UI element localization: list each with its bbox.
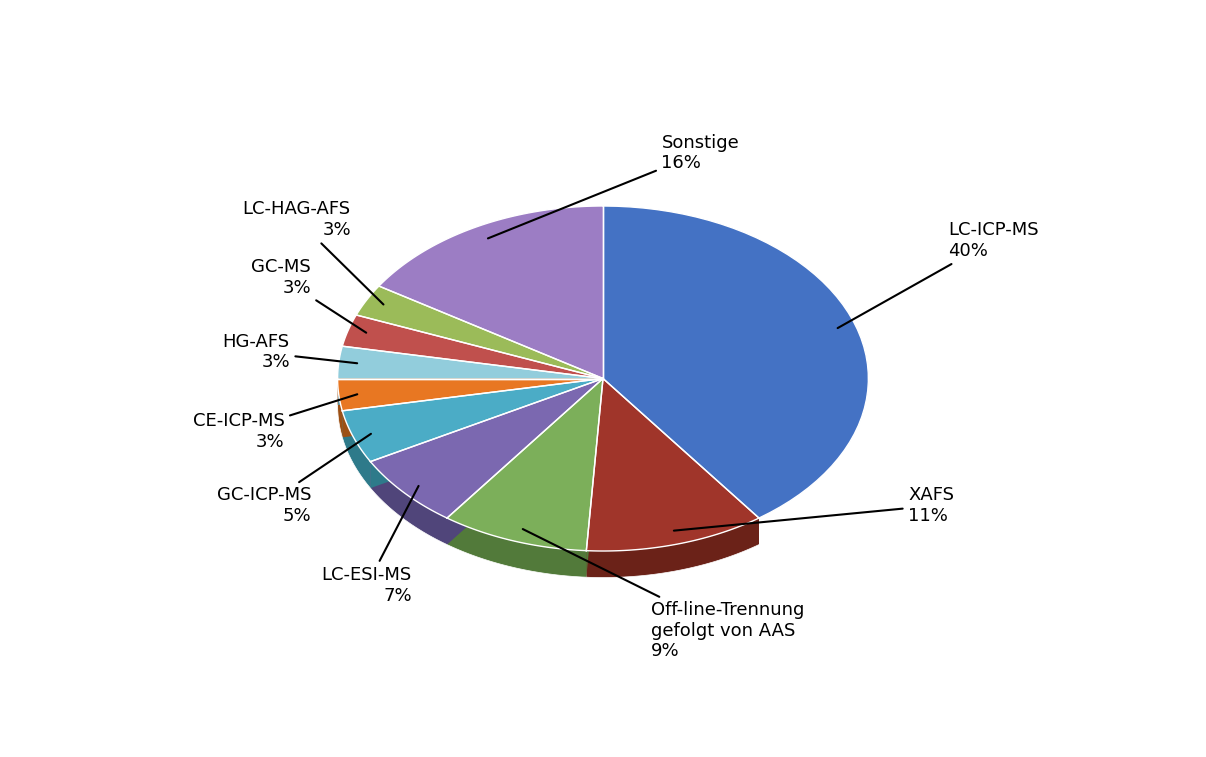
Text: XAFS
11%: XAFS 11% bbox=[674, 487, 954, 531]
Polygon shape bbox=[447, 518, 586, 577]
Polygon shape bbox=[603, 206, 868, 518]
Polygon shape bbox=[338, 378, 603, 405]
Text: Sonstige
16%: Sonstige 16% bbox=[488, 133, 739, 238]
Polygon shape bbox=[586, 378, 759, 551]
Text: LC-HAG-AFS
3%: LC-HAG-AFS 3% bbox=[242, 200, 384, 304]
Polygon shape bbox=[343, 378, 603, 462]
Text: Off-line-Trennung
gefolgt von AAS
9%: Off-line-Trennung gefolgt von AAS 9% bbox=[522, 529, 804, 660]
Polygon shape bbox=[370, 462, 447, 544]
Polygon shape bbox=[447, 378, 603, 544]
Polygon shape bbox=[603, 378, 759, 544]
Polygon shape bbox=[586, 518, 759, 578]
Polygon shape bbox=[343, 411, 370, 488]
Polygon shape bbox=[379, 206, 603, 378]
Polygon shape bbox=[343, 378, 603, 438]
Polygon shape bbox=[603, 378, 759, 544]
Polygon shape bbox=[338, 378, 343, 438]
Text: GC-ICP-MS
5%: GC-ICP-MS 5% bbox=[217, 434, 371, 525]
Polygon shape bbox=[343, 378, 603, 438]
Polygon shape bbox=[338, 378, 603, 405]
Polygon shape bbox=[447, 378, 603, 550]
Polygon shape bbox=[338, 346, 603, 378]
Text: LC-ICP-MS
40%: LC-ICP-MS 40% bbox=[838, 221, 1038, 328]
Polygon shape bbox=[586, 378, 603, 577]
Text: LC-ESI-MS
7%: LC-ESI-MS 7% bbox=[322, 486, 418, 605]
Polygon shape bbox=[370, 378, 603, 518]
Polygon shape bbox=[343, 315, 603, 378]
Polygon shape bbox=[338, 378, 603, 411]
Text: CE-ICP-MS
3%: CE-ICP-MS 3% bbox=[193, 394, 357, 451]
Polygon shape bbox=[447, 378, 603, 544]
Polygon shape bbox=[356, 286, 603, 378]
Polygon shape bbox=[370, 378, 603, 488]
Polygon shape bbox=[586, 378, 603, 577]
Text: GC-MS
3%: GC-MS 3% bbox=[251, 258, 367, 333]
Polygon shape bbox=[370, 378, 603, 488]
Text: HG-AFS
3%: HG-AFS 3% bbox=[223, 332, 357, 372]
